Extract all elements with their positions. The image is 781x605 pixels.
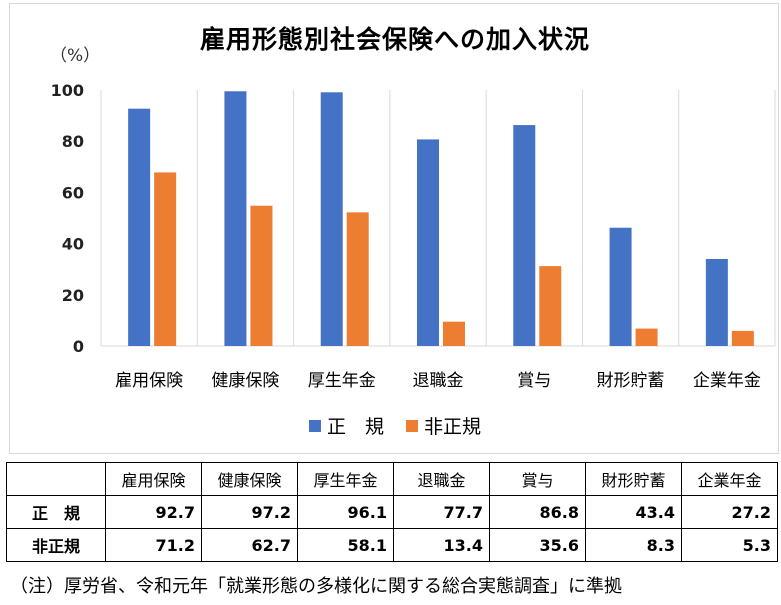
table-cell: 77.7 xyxy=(393,495,490,529)
bar-regular xyxy=(705,258,728,346)
chart-container: 雇用形態別社会保険への加入状況 （%） 0 20 40 60 80 100 雇用保険 健康保… xyxy=(9,3,779,454)
y-axis-unit-label: （%） xyxy=(50,46,101,66)
table-cell: 27.2 xyxy=(681,495,778,529)
bar-nonregular xyxy=(539,266,562,346)
y-tick-labels: 0 20 40 60 80 100 xyxy=(51,81,84,356)
bar-regular xyxy=(609,227,632,346)
chart-title: 雇用形態別社会保険への加入状況 xyxy=(199,25,590,54)
y-tick-label: 40 xyxy=(62,235,84,254)
y-tick-label: 100 xyxy=(51,81,84,100)
table-corner-cell xyxy=(6,462,106,496)
bar-nonregular xyxy=(731,330,754,346)
table-row-nonregular: 非正規 71.2 62.7 58.1 13.4 35.6 8.3 5.3 xyxy=(6,528,778,562)
table-header-cell: 財形貯蓄 xyxy=(585,462,682,496)
x-tick-label: 退職金 xyxy=(413,371,464,391)
table-cell: 5.3 xyxy=(681,528,778,562)
bar-nonregular xyxy=(154,172,177,346)
table-cell: 62.7 xyxy=(201,528,298,562)
table-header-cell: 企業年金 xyxy=(681,462,778,496)
bar-regular xyxy=(224,91,247,346)
legend: 正 規 非正規 xyxy=(10,412,780,439)
x-tick-label: 企業年金 xyxy=(693,371,761,391)
footnote: （注）厚労省、令和元年「就業形態の多様化に関する総合実態調査」に準拠 xyxy=(10,576,622,597)
legend-label-regular: 正 規 xyxy=(326,416,384,438)
table-header-cell: 厚生年金 xyxy=(297,462,394,496)
legend-item-regular: 正 規 xyxy=(308,412,384,439)
table-header-cell: 賞与 xyxy=(489,462,586,496)
x-tick-labels: 雇用保険 健康保険 厚生年金 退職金 賞与 財形貯蓄 企業年金 xyxy=(115,371,761,391)
bar-nonregular xyxy=(250,205,273,346)
table-cell: 86.8 xyxy=(489,495,586,529)
y-tick-label: 0 xyxy=(73,337,84,356)
legend-label-nonregular: 非正規 xyxy=(424,416,482,438)
legend-swatch-regular xyxy=(308,419,321,432)
bar-chart: 0 20 40 60 80 100 雇用保険 健康保険 厚生年金 退職金 賞与 財形貯蓄 企業年金 xyxy=(51,81,776,391)
table-header-row: 雇用保険 健康保険 厚生年金 退職金 賞与 財形貯蓄 企業年金 xyxy=(6,462,778,496)
table-cell: 92.7 xyxy=(105,495,202,529)
bar-regular xyxy=(128,108,151,346)
table-cell: 97.2 xyxy=(201,495,298,529)
table-header-cell: 雇用保険 xyxy=(105,462,202,496)
bar-regular xyxy=(513,125,536,347)
table-row-label: 正 規 xyxy=(6,495,106,529)
data-table: 雇用保険 健康保険 厚生年金 退職金 賞与 財形貯蓄 企業年金 正 規 92.7… xyxy=(6,462,778,562)
bars xyxy=(128,91,754,347)
table-row-label: 非正規 xyxy=(6,528,106,562)
x-tick-label: 厚生年金 xyxy=(308,371,376,391)
table-row-regular: 正 規 92.7 97.2 96.1 77.7 86.8 43.4 27.2 xyxy=(6,495,778,529)
x-tick-label: 健康保険 xyxy=(211,371,279,391)
y-tick-label: 20 xyxy=(62,286,84,305)
table-cell: 8.3 xyxy=(585,528,682,562)
bar-regular xyxy=(320,92,343,346)
table-cell: 13.4 xyxy=(393,528,490,562)
table-cell: 71.2 xyxy=(105,528,202,562)
x-tick-label: 雇用保険 xyxy=(115,371,183,391)
bar-nonregular xyxy=(443,321,465,346)
table-cell: 58.1 xyxy=(297,528,394,562)
vertical-gridlines xyxy=(100,90,776,346)
table-cell: 96.1 xyxy=(297,495,394,529)
bar-regular xyxy=(417,139,439,346)
table-header-cell: 退職金 xyxy=(393,462,490,496)
table-header-cell: 健康保険 xyxy=(201,462,298,496)
table-cell: 35.6 xyxy=(489,528,586,562)
y-tick-label: 60 xyxy=(62,183,84,202)
x-tick-label: 賞与 xyxy=(517,371,551,391)
legend-item-nonregular: 非正規 xyxy=(406,412,481,439)
bar-nonregular xyxy=(635,328,658,346)
legend-swatch-nonregular xyxy=(406,419,418,432)
bar-nonregular xyxy=(346,212,369,346)
table-cell: 43.4 xyxy=(585,495,682,529)
y-tick-label: 80 xyxy=(62,132,84,151)
x-tick-label: 財形貯蓄 xyxy=(597,371,665,391)
